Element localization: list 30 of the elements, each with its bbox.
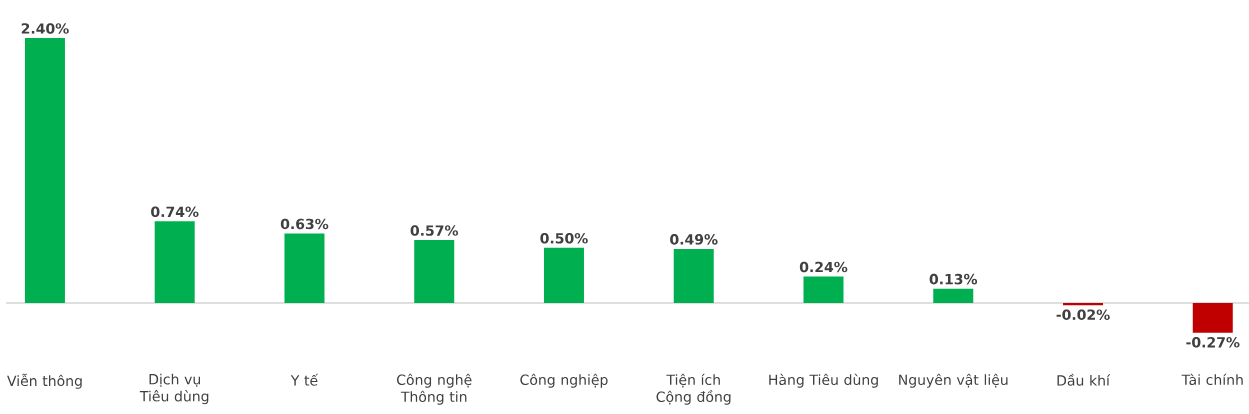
- data-label: 2.40%: [21, 23, 69, 34]
- x-tick-label: Công nghiệp: [520, 373, 608, 388]
- bar: [1192, 302, 1233, 333]
- x-tick-label: Dịch vụ Tiêu dùng: [139, 373, 209, 405]
- bar: [414, 240, 455, 303]
- x-tick-label: Hàng Tiêu dùng: [769, 373, 878, 388]
- bar: [543, 247, 584, 303]
- x-tick-label: Dầu khí: [1057, 373, 1111, 386]
- data-label: -0.02%: [1056, 309, 1110, 320]
- data-label: 0.74%: [151, 206, 199, 218]
- bar: [933, 288, 974, 303]
- bar: [284, 233, 325, 303]
- data-label: 0.49%: [670, 234, 718, 245]
- bar: [1063, 302, 1104, 306]
- x-tick-label: Công nghệ Thông tin: [397, 373, 472, 405]
- data-label: 0.63%: [280, 218, 329, 230]
- bar: [673, 248, 714, 303]
- bar: [154, 221, 195, 303]
- bar: [24, 37, 65, 303]
- bar: [803, 276, 844, 303]
- data-label: 0.50%: [540, 232, 588, 244]
- x-tick-label: Nguyên vật liệu: [899, 373, 1008, 388]
- data-label: 0.57%: [410, 225, 459, 236]
- x-tick-label: Y tế: [290, 373, 319, 386]
- x-tick-label: Tiện ích Cộng đồng: [656, 373, 731, 405]
- data-label: 0.13%: [929, 273, 978, 285]
- data-label: 0.24%: [799, 261, 848, 273]
- x-tick-label: Tài chính: [1181, 373, 1243, 386]
- data-label: -0.27%: [1186, 336, 1240, 348]
- x-tick-label: Viễn thông: [7, 373, 82, 389]
